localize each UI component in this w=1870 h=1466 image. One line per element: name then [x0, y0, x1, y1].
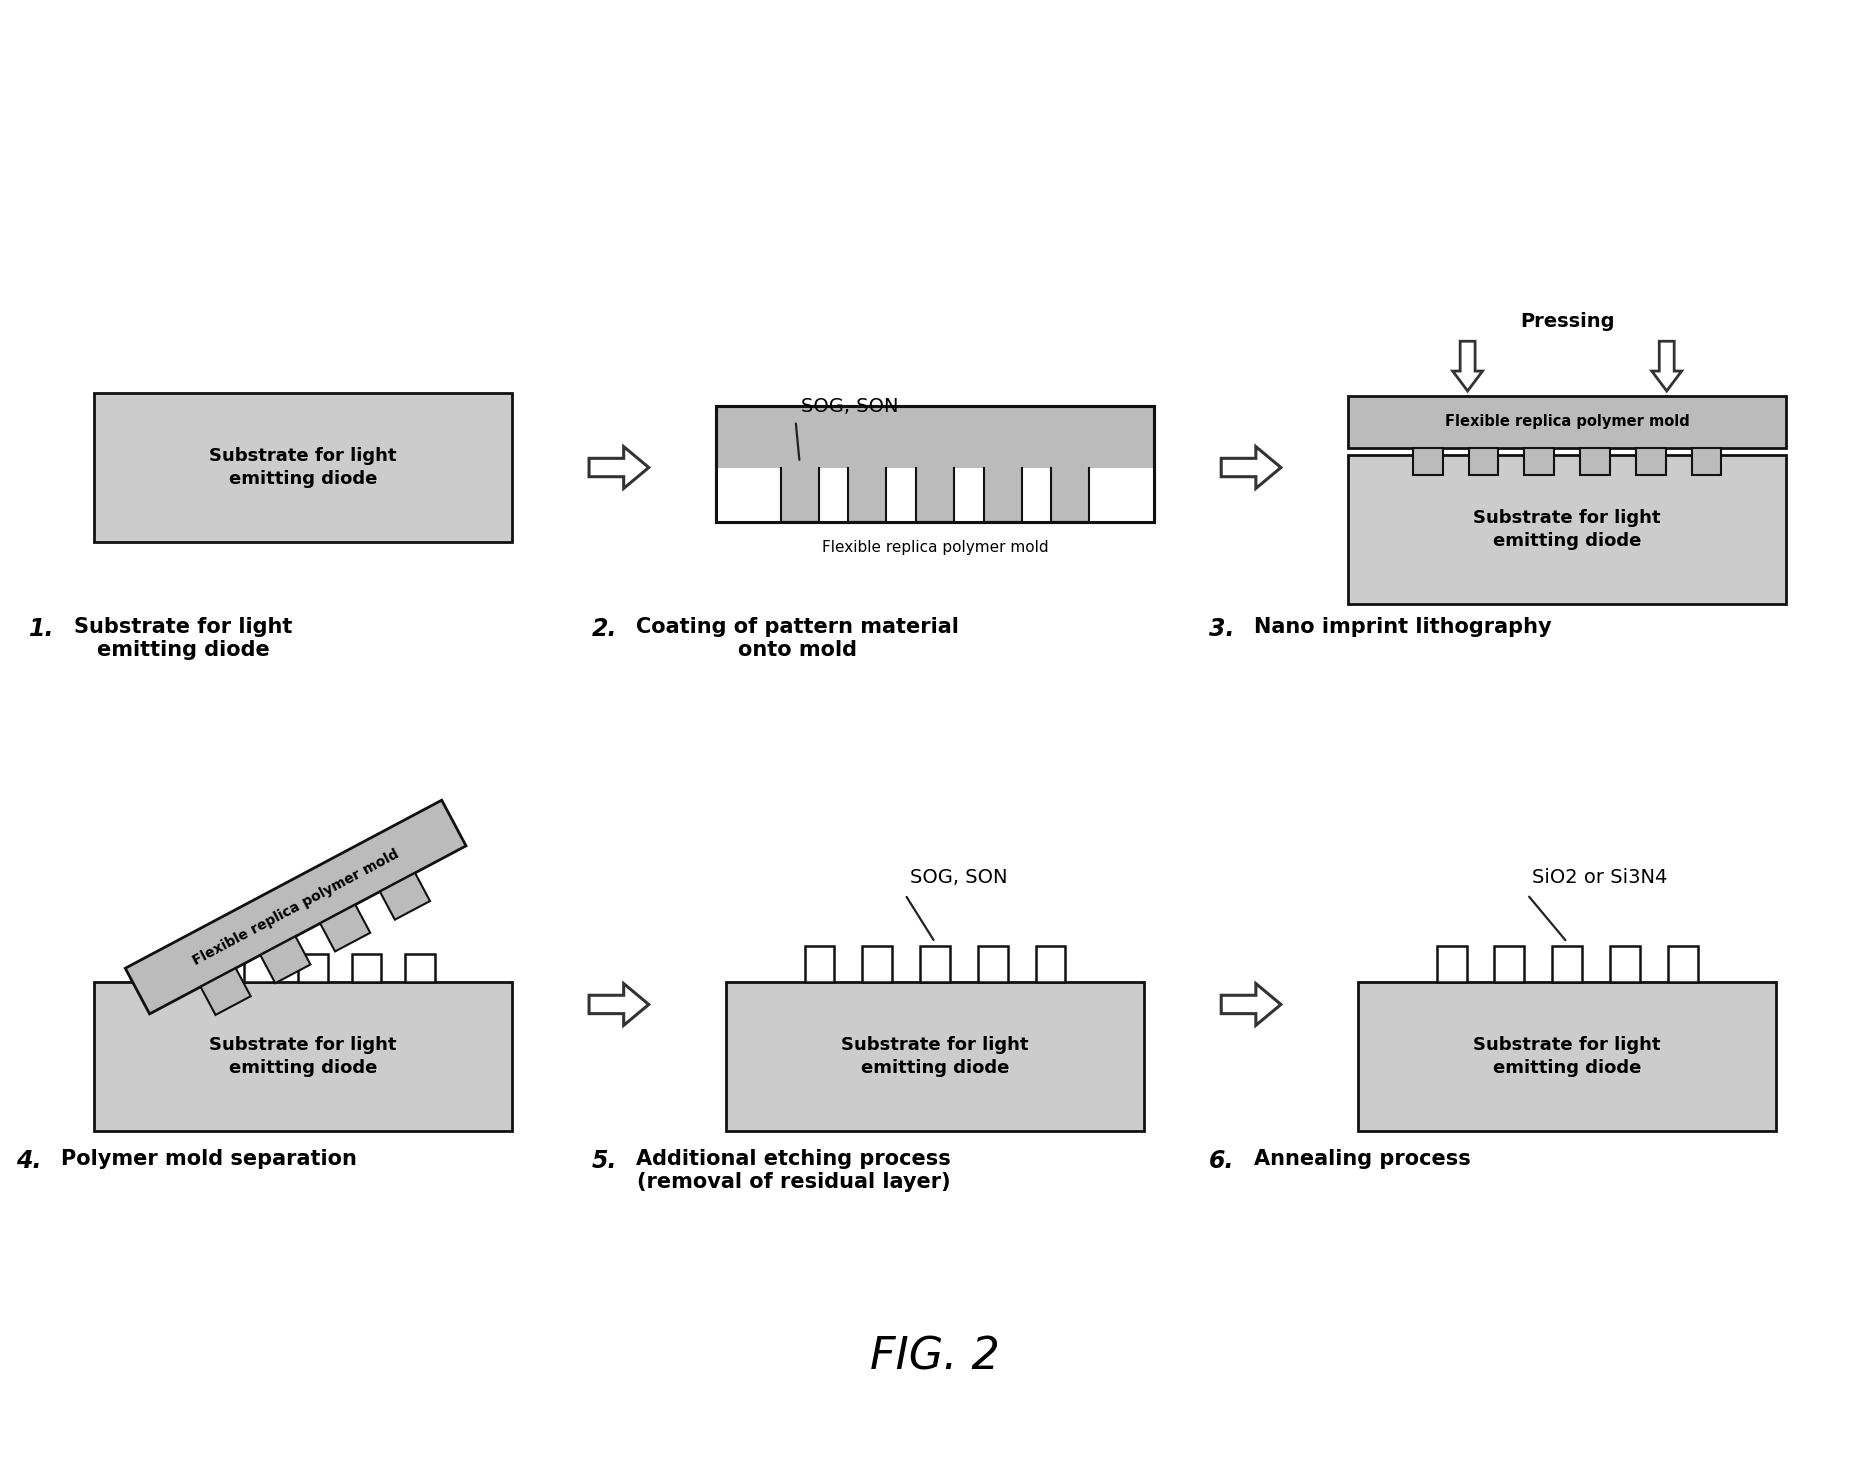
FancyBboxPatch shape [1552, 946, 1582, 982]
Text: SiO2 or Si3N4: SiO2 or Si3N4 [1532, 868, 1668, 887]
Polygon shape [380, 872, 430, 919]
Text: Polymer mold separation: Polymer mold separation [62, 1149, 357, 1168]
Text: Substrate for light
emitting diode: Substrate for light emitting diode [842, 1036, 1028, 1078]
FancyBboxPatch shape [819, 468, 849, 522]
Polygon shape [320, 905, 370, 951]
FancyBboxPatch shape [297, 954, 327, 982]
Text: Substrate for light
emitting diode: Substrate for light emitting diode [209, 447, 396, 488]
Text: SOG, SON: SOG, SON [800, 397, 898, 416]
FancyBboxPatch shape [1358, 982, 1776, 1132]
Text: Additional etching process
(removal of residual layer): Additional etching process (removal of r… [636, 1149, 952, 1192]
Text: FIG. 2: FIG. 2 [870, 1336, 1000, 1380]
FancyBboxPatch shape [406, 954, 436, 982]
Polygon shape [589, 447, 649, 488]
Text: Substrate for light
emitting diode: Substrate for light emitting diode [1474, 509, 1661, 550]
FancyBboxPatch shape [1468, 447, 1498, 475]
Text: Substrate for light
emitting diode: Substrate for light emitting diode [209, 1036, 396, 1078]
Text: Flexible replica polymer mold: Flexible replica polymer mold [821, 539, 1049, 556]
Polygon shape [1651, 342, 1681, 391]
FancyBboxPatch shape [716, 406, 1154, 522]
FancyBboxPatch shape [1436, 946, 1466, 982]
FancyBboxPatch shape [1414, 447, 1444, 475]
FancyBboxPatch shape [1036, 946, 1066, 982]
Polygon shape [125, 800, 466, 1014]
FancyBboxPatch shape [245, 954, 275, 982]
Text: Flexible replica polymer mold: Flexible replica polymer mold [191, 846, 402, 968]
Text: Pressing: Pressing [1520, 312, 1614, 331]
FancyBboxPatch shape [191, 954, 221, 982]
FancyBboxPatch shape [726, 982, 1144, 1132]
Text: Flexible replica polymer mold: Flexible replica polymer mold [1446, 415, 1690, 430]
Polygon shape [260, 937, 310, 984]
FancyBboxPatch shape [862, 946, 892, 982]
FancyBboxPatch shape [1610, 946, 1640, 982]
FancyBboxPatch shape [1348, 396, 1786, 447]
Text: Substrate for light
emitting diode: Substrate for light emitting diode [73, 617, 292, 660]
FancyBboxPatch shape [716, 468, 780, 522]
FancyBboxPatch shape [1494, 946, 1524, 982]
Polygon shape [200, 968, 251, 1014]
Text: Coating of pattern material
onto mold: Coating of pattern material onto mold [636, 617, 959, 660]
FancyBboxPatch shape [1090, 468, 1154, 522]
Text: SOG, SON: SOG, SON [911, 868, 1008, 887]
FancyBboxPatch shape [920, 946, 950, 982]
Text: 1.: 1. [30, 617, 54, 641]
Text: 5.: 5. [591, 1149, 617, 1173]
FancyBboxPatch shape [1580, 447, 1610, 475]
Text: 6.: 6. [1208, 1149, 1234, 1173]
FancyBboxPatch shape [804, 946, 834, 982]
Polygon shape [1221, 984, 1281, 1025]
FancyBboxPatch shape [1668, 946, 1698, 982]
FancyBboxPatch shape [978, 946, 1008, 982]
Text: Annealing process: Annealing process [1253, 1149, 1470, 1168]
Text: 4.: 4. [17, 1149, 41, 1173]
Polygon shape [589, 984, 649, 1025]
Text: 3.: 3. [1208, 617, 1234, 641]
Polygon shape [1221, 447, 1281, 488]
FancyBboxPatch shape [886, 468, 916, 522]
FancyBboxPatch shape [1348, 454, 1786, 604]
FancyBboxPatch shape [94, 982, 512, 1132]
FancyBboxPatch shape [954, 468, 984, 522]
FancyBboxPatch shape [1021, 468, 1051, 522]
Polygon shape [1453, 342, 1483, 391]
FancyBboxPatch shape [94, 393, 512, 542]
FancyBboxPatch shape [1524, 447, 1554, 475]
Text: Nano imprint lithography: Nano imprint lithography [1253, 617, 1552, 636]
Text: Substrate for light
emitting diode: Substrate for light emitting diode [1474, 1036, 1661, 1078]
FancyBboxPatch shape [1636, 447, 1666, 475]
FancyBboxPatch shape [352, 954, 381, 982]
FancyBboxPatch shape [1692, 447, 1722, 475]
Text: 2.: 2. [591, 617, 617, 641]
